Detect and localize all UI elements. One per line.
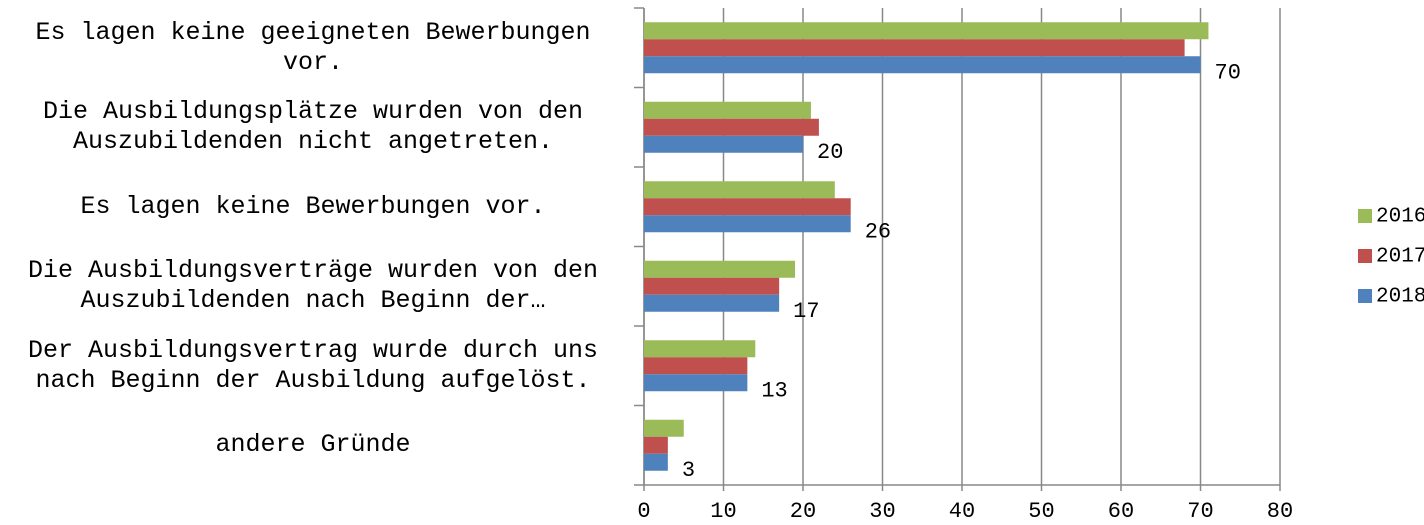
bar: [644, 260, 796, 278]
data-label: 3: [682, 458, 695, 483]
bar: [644, 181, 835, 199]
data-label: 26: [865, 220, 891, 245]
x-tick-label: 30: [869, 499, 895, 524]
x-tick-label: 80: [1267, 499, 1293, 524]
category-label: Die Ausbildungsplätze wurden von den Aus…: [42, 97, 584, 157]
bar: [644, 215, 851, 233]
bar: [644, 357, 748, 375]
x-tick-label: 0: [637, 499, 650, 524]
category-label: andere Gründe: [215, 430, 411, 460]
x-tick-label: 10: [710, 499, 736, 524]
bar: [644, 436, 668, 454]
legend-label: 2017: [1376, 246, 1424, 269]
data-label: 17: [793, 299, 819, 324]
bar: [644, 135, 803, 153]
x-tick-label: 70: [1187, 499, 1213, 524]
bar: [644, 118, 819, 136]
category-label: Es lagen keine Bewerbungen vor.: [80, 191, 546, 221]
bar: [644, 39, 1185, 57]
bar: [644, 22, 1209, 40]
category-label: Es lagen keine geeigneten Bewerbungen vo…: [35, 17, 591, 77]
legend-swatch: [1358, 249, 1372, 263]
x-tick-label: 50: [1028, 499, 1054, 524]
legend-swatch: [1358, 289, 1372, 303]
legend-swatch: [1358, 209, 1372, 223]
legend-label: 2016: [1376, 206, 1424, 229]
bar: [644, 277, 780, 295]
bar: [644, 101, 811, 119]
bar: [644, 294, 780, 312]
bar: [644, 56, 1201, 74]
bar: [644, 453, 668, 471]
data-label: 13: [761, 379, 787, 404]
category-label: Die Ausbildungsverträge wurden von den A…: [27, 256, 599, 316]
legend-label: 2018: [1376, 286, 1424, 309]
data-label: 20: [817, 140, 843, 165]
x-tick-label: 60: [1108, 499, 1134, 524]
data-label: 70: [1215, 61, 1241, 86]
bar: [644, 198, 851, 216]
x-tick-label: 20: [790, 499, 816, 524]
x-tick-label: 40: [949, 499, 975, 524]
bar: [644, 374, 748, 392]
bar: [644, 340, 756, 358]
category-label: Der Ausbildungsvertrag wurde durch uns n…: [27, 335, 599, 395]
bar: [644, 419, 684, 437]
